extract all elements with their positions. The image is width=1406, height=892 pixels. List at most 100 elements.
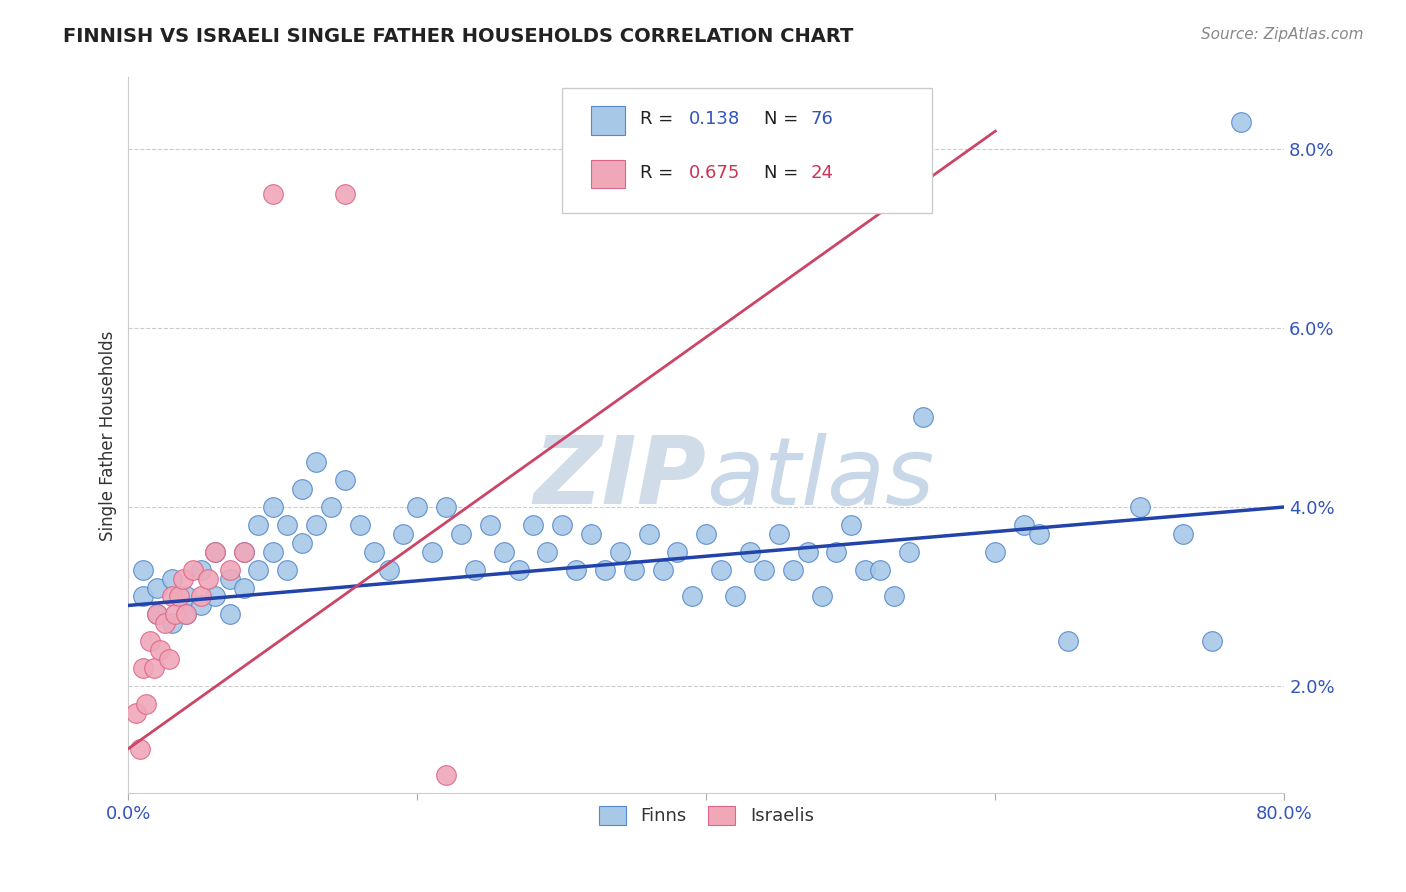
Point: [233, 545, 256, 559]
Point: [1171, 526, 1194, 541]
Point: [174, 590, 197, 604]
Point: [335, 186, 357, 201]
Point: [551, 517, 574, 532]
Point: [174, 607, 197, 622]
Point: [536, 545, 558, 559]
Point: [172, 572, 194, 586]
Point: [160, 616, 183, 631]
Text: 0.675: 0.675: [689, 163, 741, 182]
Text: FINNISH VS ISRAELI SINGLE FATHER HOUSEHOLDS CORRELATION CHART: FINNISH VS ISRAELI SINGLE FATHER HOUSEHO…: [63, 27, 853, 45]
Point: [522, 517, 544, 532]
Point: [363, 545, 385, 559]
Point: [912, 410, 935, 425]
Point: [1028, 526, 1050, 541]
Point: [1056, 634, 1078, 648]
Point: [218, 563, 240, 577]
Point: [825, 545, 848, 559]
Point: [593, 563, 616, 577]
Point: [146, 607, 169, 622]
Point: [204, 545, 226, 559]
Point: [434, 500, 457, 514]
Point: [146, 607, 169, 622]
Point: [305, 455, 328, 469]
Point: [768, 526, 790, 541]
Legend: Finns, Israelis: Finns, Israelis: [591, 797, 823, 834]
Point: [143, 661, 166, 675]
Point: [149, 643, 172, 657]
Point: [494, 545, 516, 559]
Point: [218, 607, 240, 622]
Point: [406, 500, 429, 514]
Point: [738, 545, 761, 559]
Point: [291, 535, 314, 549]
Point: [464, 563, 486, 577]
Point: [883, 590, 905, 604]
Point: [782, 563, 804, 577]
Text: R =: R =: [641, 110, 679, 128]
Y-axis label: Single Father Households: Single Father Households: [100, 330, 117, 541]
Point: [565, 563, 588, 577]
Point: [392, 526, 415, 541]
Point: [160, 590, 183, 604]
Point: [262, 545, 284, 559]
Text: ZIP: ZIP: [533, 433, 706, 524]
Point: [1201, 634, 1223, 648]
Text: atlas: atlas: [706, 433, 935, 524]
Point: [125, 706, 148, 720]
Point: [666, 545, 689, 559]
Point: [695, 526, 717, 541]
Point: [262, 500, 284, 514]
Point: [335, 473, 357, 487]
Point: [291, 482, 314, 496]
Point: [135, 697, 157, 711]
Point: [724, 590, 747, 604]
Text: N =: N =: [765, 110, 804, 128]
Point: [652, 563, 675, 577]
Point: [160, 572, 183, 586]
Point: [247, 563, 270, 577]
Point: [637, 526, 659, 541]
Point: [1230, 115, 1253, 129]
Point: [233, 581, 256, 595]
Point: [710, 563, 733, 577]
Text: 24: 24: [810, 163, 834, 182]
Point: [174, 607, 197, 622]
Point: [450, 526, 472, 541]
Point: [218, 572, 240, 586]
Point: [349, 517, 371, 532]
FancyBboxPatch shape: [591, 160, 626, 188]
Point: [183, 563, 205, 577]
Point: [276, 517, 298, 532]
Point: [754, 563, 776, 577]
Point: [609, 545, 631, 559]
Point: [276, 563, 298, 577]
Text: Source: ZipAtlas.com: Source: ZipAtlas.com: [1201, 27, 1364, 42]
Point: [247, 517, 270, 532]
Point: [319, 500, 342, 514]
Point: [478, 517, 501, 532]
Point: [163, 607, 186, 622]
Point: [132, 563, 155, 577]
Point: [146, 581, 169, 595]
Point: [233, 545, 256, 559]
Point: [853, 563, 876, 577]
Point: [420, 545, 443, 559]
Text: 76: 76: [810, 110, 834, 128]
Point: [1012, 517, 1035, 532]
Point: [796, 545, 818, 559]
Point: [508, 563, 530, 577]
Point: [190, 599, 212, 613]
FancyBboxPatch shape: [562, 88, 932, 213]
Point: [262, 186, 284, 201]
Point: [167, 590, 190, 604]
Point: [623, 563, 645, 577]
Point: [157, 652, 180, 666]
Text: 0.138: 0.138: [689, 110, 741, 128]
Point: [377, 563, 399, 577]
Point: [1129, 500, 1152, 514]
Point: [204, 545, 226, 559]
Point: [139, 634, 162, 648]
Point: [132, 590, 155, 604]
Point: [869, 563, 891, 577]
Point: [811, 590, 834, 604]
